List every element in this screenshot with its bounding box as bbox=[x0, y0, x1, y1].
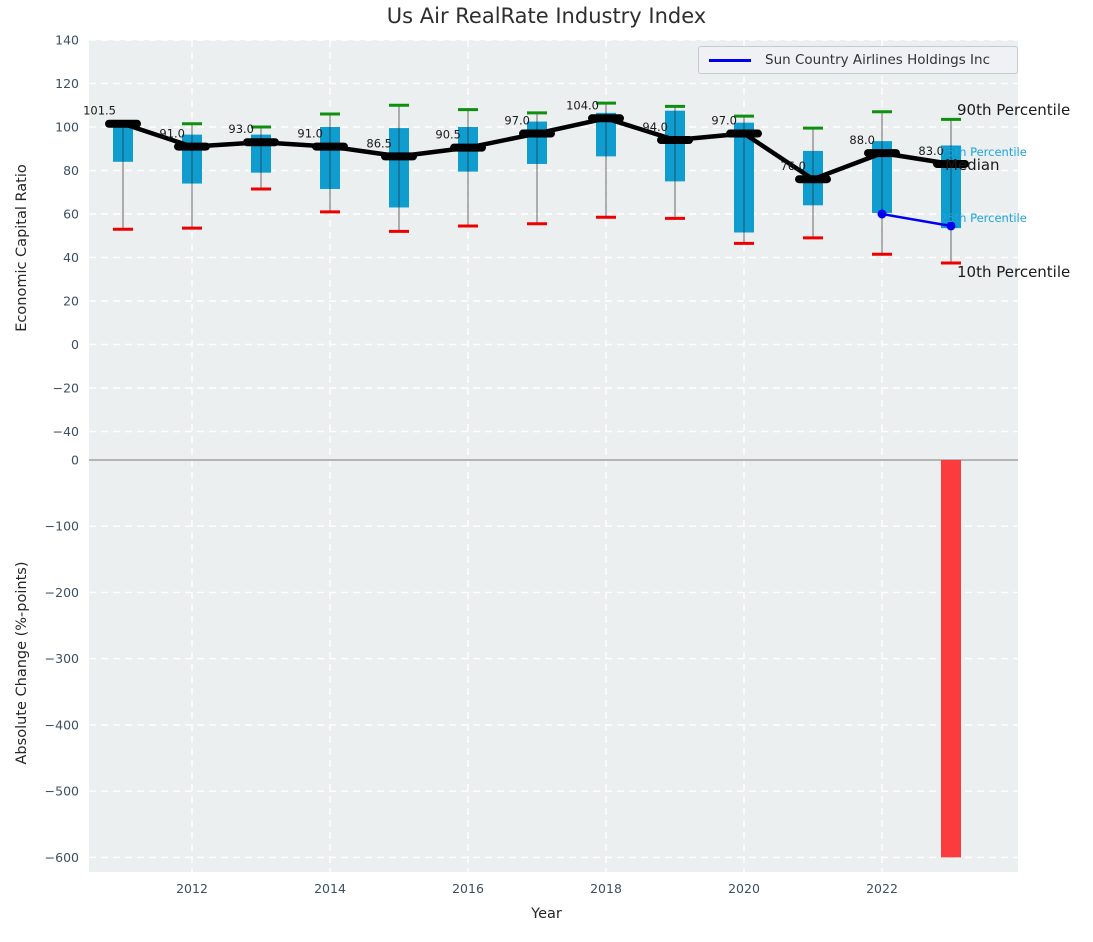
top-y-tick-label: −40 bbox=[53, 424, 79, 439]
bottom-y-tick-label: −100 bbox=[45, 519, 79, 534]
company-series-point bbox=[877, 209, 887, 219]
bottom-y-tick-label: −300 bbox=[45, 651, 79, 666]
median-value-label: 91.0 bbox=[297, 127, 323, 141]
annotation-25th-percentile: 25th Percentile bbox=[940, 211, 1027, 225]
top-y-tick-label: 80 bbox=[63, 163, 79, 178]
top-y-tick-label: 140 bbox=[55, 33, 79, 48]
annotation-75th-percentile: 75th Percentile bbox=[940, 145, 1027, 159]
x-tick-label: 2022 bbox=[866, 881, 898, 896]
company-series-point bbox=[946, 221, 956, 231]
x-tick-label: 2012 bbox=[176, 881, 208, 896]
median-value-label: 91.0 bbox=[159, 127, 185, 141]
negative-change-bar bbox=[941, 460, 961, 858]
median-value-label: 94.0 bbox=[642, 120, 668, 134]
top-y-tick-label: 60 bbox=[63, 207, 79, 222]
top-y-axis-label: Economic Capital Ratio bbox=[14, 164, 30, 332]
company-series-line bbox=[881, 212, 952, 228]
x-tick-label: 2018 bbox=[590, 881, 622, 896]
top-y-tick-label: −20 bbox=[53, 381, 79, 396]
median-value-label: 97.0 bbox=[711, 114, 737, 128]
top-y-tick-label: 0 bbox=[71, 337, 79, 352]
legend-series-label: Sun Country Airlines Holdings Inc bbox=[765, 52, 991, 68]
median-value-label: 93.0 bbox=[228, 122, 254, 136]
median-value-label: 83.0 bbox=[918, 144, 944, 158]
annotation-median: Median bbox=[945, 156, 1000, 174]
bottom-y-tick-label: −400 bbox=[45, 717, 79, 732]
median-value-label: 88.0 bbox=[849, 133, 875, 147]
median-value-label: 76.0 bbox=[780, 159, 806, 173]
bottom-y-tick-label: −500 bbox=[45, 784, 79, 799]
median-value-label: 90.5 bbox=[435, 128, 461, 142]
plot-area bbox=[89, 40, 1018, 872]
x-tick-label: 2014 bbox=[314, 881, 346, 896]
bottom-y-tick-label: 0 bbox=[71, 453, 79, 468]
median-value-label: 104.0 bbox=[566, 98, 599, 112]
bottom-y-tick-label: −600 bbox=[45, 850, 79, 865]
bottom-y-tick-label: −200 bbox=[45, 585, 79, 600]
bottom-y-axis-label: Absolute Change (%-points) bbox=[14, 561, 30, 765]
annotation-10th-percentile: 10th Percentile bbox=[957, 263, 1071, 281]
annotation-90th-percentile: 90th Percentile bbox=[957, 101, 1071, 119]
x-axis-label: Year bbox=[531, 906, 562, 922]
top-y-tick-label: 120 bbox=[55, 76, 79, 91]
top-y-tick-label: 20 bbox=[63, 294, 79, 309]
legend-line-sample bbox=[709, 58, 751, 62]
chart-title: Us Air RealRate Industry Index bbox=[386, 4, 707, 28]
x-tick-label: 2020 bbox=[728, 881, 760, 896]
top-y-tick-label: 40 bbox=[63, 250, 79, 265]
x-tick-label: 2016 bbox=[452, 881, 484, 896]
legend: Sun Country Airlines Holdings Inc bbox=[698, 46, 1018, 74]
top-y-tick-label: 100 bbox=[55, 120, 79, 135]
median-value-label: 101.5 bbox=[83, 104, 116, 118]
median-value-label: 86.5 bbox=[366, 136, 392, 150]
median-value-label: 97.0 bbox=[504, 114, 530, 128]
